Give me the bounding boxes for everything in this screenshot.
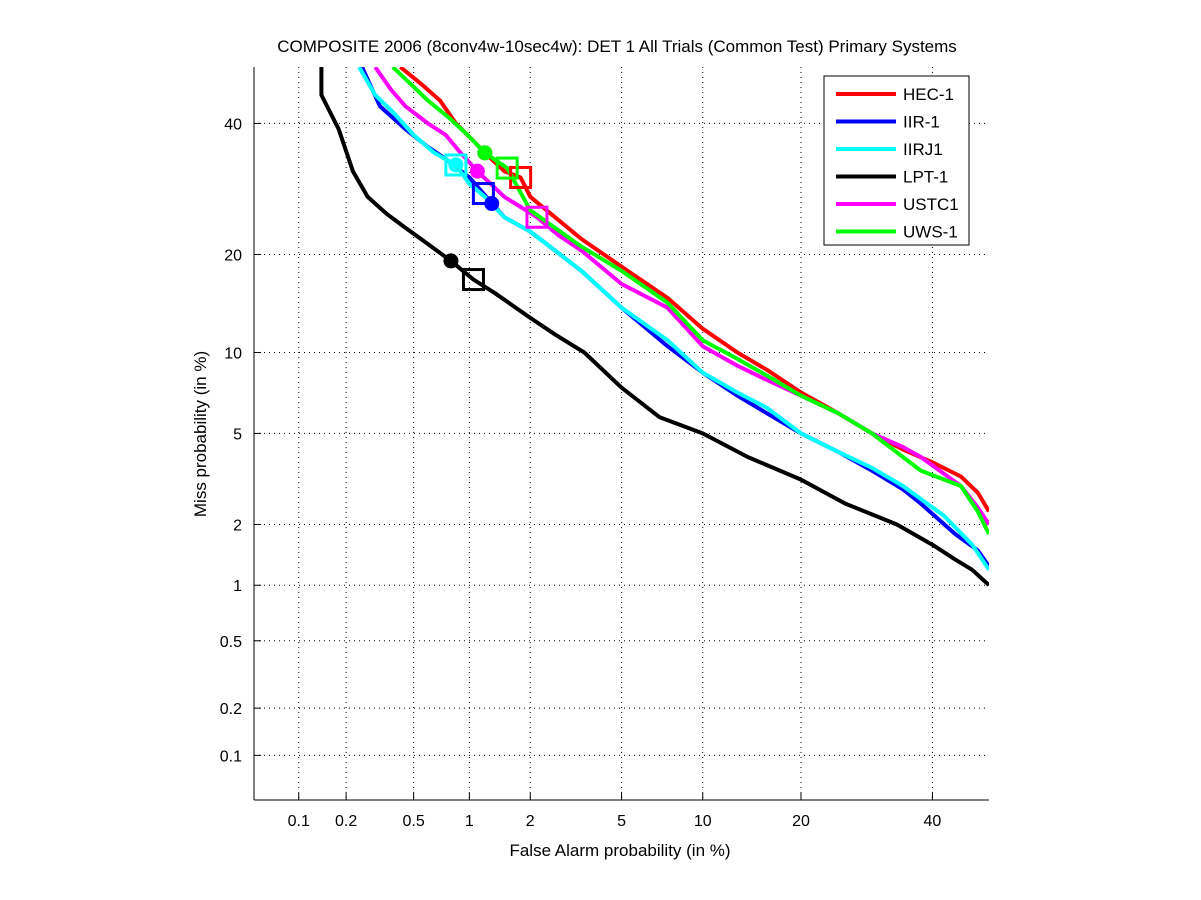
- legend-label-ustc1: USTC1: [903, 195, 959, 214]
- y-tick-label: 0.5: [220, 634, 242, 651]
- series-line-iirj1: [357, 67, 989, 571]
- dcf-markers: [443, 145, 549, 292]
- y-axis-ticks: 0.1 0.2 0.5 1 2 5 10 20 40: [220, 116, 261, 765]
- min-dcf-marker-ustc1: [469, 163, 485, 179]
- x-tick-label: 40: [924, 813, 942, 830]
- legend: HEC-1 IIR-1 IIRJ1 LPT-1 USTC1 UWS-1: [823, 75, 970, 246]
- legend-label-uws-1: UWS-1: [903, 223, 958, 242]
- series-line-lpt-1: [319, 67, 989, 587]
- min-dcf-marker-iirj1: [448, 157, 464, 173]
- x-tick-label: 0.5: [403, 813, 425, 830]
- act-dcf-marker-iirj1: [444, 153, 468, 177]
- legend-label-iir-1: IIR-1: [903, 113, 940, 132]
- legend-label-lpt-1: LPT-1: [903, 168, 948, 187]
- y-tick-label: 5: [233, 426, 242, 443]
- y-tick-label: 0.2: [220, 701, 242, 718]
- series-line-uws-1: [391, 67, 989, 535]
- y-tick-label: 20: [224, 247, 242, 264]
- x-tick-label: 5: [617, 813, 626, 830]
- act-dcf-marker-uws-1: [495, 156, 519, 180]
- y-tick-label: 1: [233, 578, 242, 595]
- grid-lines: [254, 67, 989, 800]
- legend-box: [823, 75, 970, 246]
- x-tick-label: 10: [694, 813, 712, 830]
- act-dcf-marker-lpt-1: [461, 268, 485, 292]
- x-tick-label: 0.1: [288, 813, 310, 830]
- legend-label-iirj1: IIRJ1: [903, 140, 943, 159]
- x-tick-label: 1: [465, 813, 474, 830]
- legend-label-hec-1: HEC-1: [903, 85, 954, 104]
- series-line-ustc1: [373, 67, 989, 526]
- chart-title: COMPOSITE 2006 (8conv4w-10sec4w): DET 1 …: [277, 37, 957, 56]
- series-layer: [319, 67, 989, 587]
- x-tick-label: 20: [792, 813, 810, 830]
- y-tick-label: 10: [224, 345, 242, 362]
- y-tick-label: 2: [233, 517, 242, 534]
- min-dcf-marker-uws-1: [477, 145, 493, 161]
- y-tick-label: 40: [224, 116, 242, 133]
- x-axis-ticks: 0.1 0.2 0.5 1 2 5 10 20 40: [288, 793, 942, 830]
- min-dcf-marker-lpt-1: [443, 253, 459, 269]
- x-axis-label: False Alarm probability (in %): [509, 841, 730, 860]
- x-tick-label: 0.2: [335, 813, 357, 830]
- y-axis-label: Miss probability (in %): [191, 351, 210, 517]
- y-tick-label: 0.1: [220, 748, 242, 765]
- x-tick-label: 2: [526, 813, 535, 830]
- act-dcf-marker-ustc1: [525, 205, 549, 229]
- act-dcf-marker-iir-1: [471, 182, 495, 206]
